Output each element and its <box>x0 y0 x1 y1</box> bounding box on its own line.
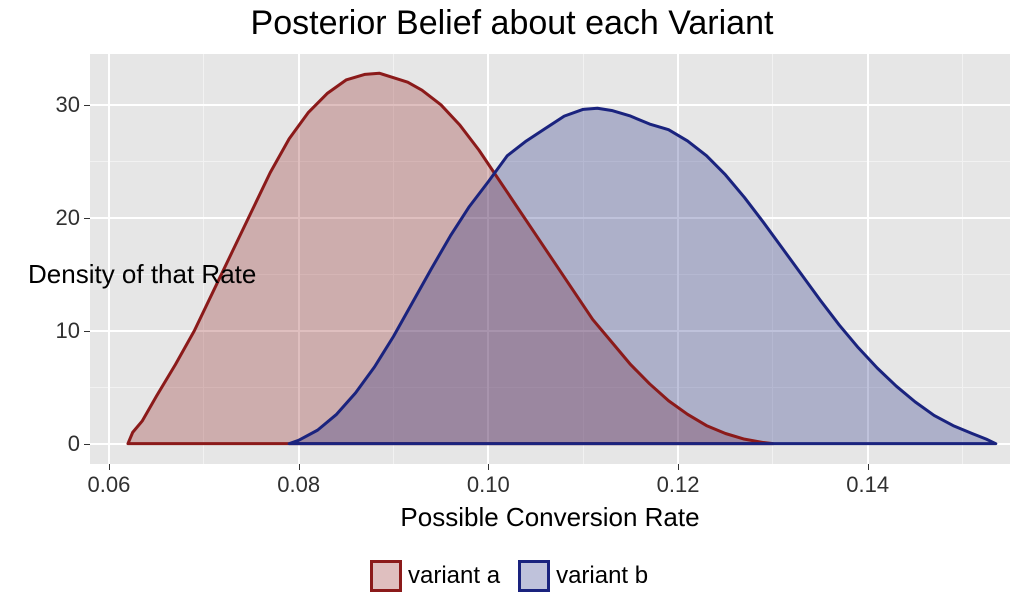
legend-label: variant a <box>408 562 500 590</box>
y-axis-label: Density of that Rate <box>28 259 256 290</box>
x-axis-label: Possible Conversion Rate <box>400 502 699 533</box>
legend-label: variant b <box>556 562 648 590</box>
y-tick-label: 30 <box>50 92 80 118</box>
y-tick-label: 0 <box>50 431 80 457</box>
y-tick-mark <box>84 331 90 332</box>
x-tick-mark <box>678 464 679 470</box>
x-tick-label: 0.14 <box>846 472 889 498</box>
x-tick-label: 0.06 <box>88 472 131 498</box>
x-tick-mark <box>299 464 300 470</box>
x-tick-label: 0.12 <box>657 472 700 498</box>
legend-swatch <box>518 560 550 592</box>
x-tick-label: 0.10 <box>467 472 510 498</box>
y-axis-label-text: Density of that Rate <box>28 259 256 289</box>
x-tick-label: 0.08 <box>277 472 320 498</box>
legend: variant a variant b <box>370 560 648 592</box>
chart-title: Posterior Belief about each Variant <box>0 4 1024 43</box>
figure: Posterior Belief about each Variant Poss… <box>0 0 1024 614</box>
legend-item: variant a <box>370 560 500 592</box>
y-tick-mark <box>84 218 90 219</box>
x-tick-mark <box>868 464 869 470</box>
y-tick-mark <box>84 105 90 106</box>
x-tick-mark <box>488 464 489 470</box>
y-tick-label: 20 <box>50 205 80 231</box>
y-tick-mark <box>84 444 90 445</box>
legend-swatch <box>370 560 402 592</box>
legend-item: variant b <box>518 560 648 592</box>
y-tick-label: 10 <box>50 318 80 344</box>
x-tick-mark <box>109 464 110 470</box>
